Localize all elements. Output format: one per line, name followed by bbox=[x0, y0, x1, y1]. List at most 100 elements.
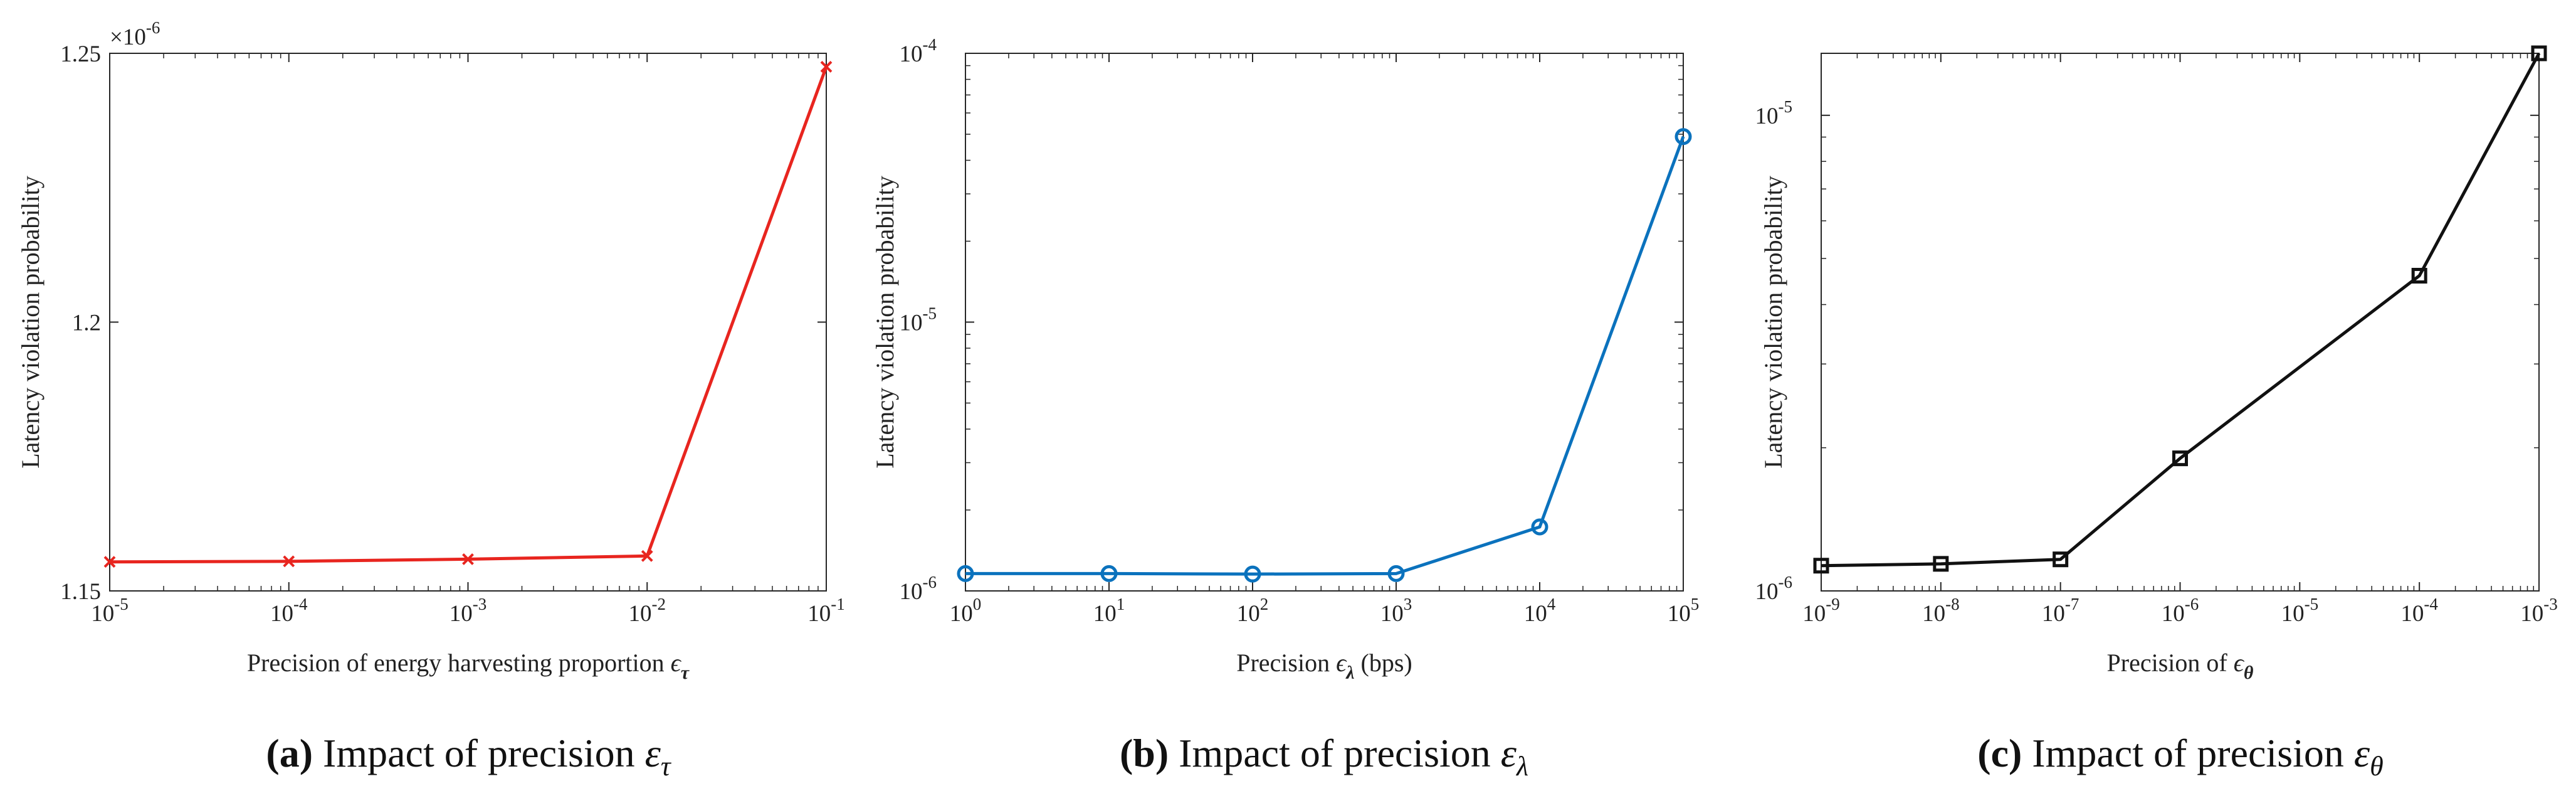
x-axis-label: Precision of ϵθ bbox=[2107, 649, 2254, 683]
x-tick-base: 10 bbox=[270, 601, 293, 627]
y-tick-base: 1.25 bbox=[60, 41, 101, 67]
x-axis-label-text: Precision of bbox=[2107, 649, 2234, 677]
y-tick-label: 10-4 bbox=[900, 35, 937, 67]
marker-stroke bbox=[103, 556, 116, 568]
x-tick-base: 10 bbox=[449, 601, 473, 627]
caption-symbol: ε bbox=[645, 731, 661, 775]
panel-caption: (a) Impact of precision ετ bbox=[266, 731, 671, 782]
y-tick-exp: -5 bbox=[1779, 97, 1793, 116]
x-axis-label-sub: τ bbox=[681, 662, 690, 683]
x-tick-base: 10 bbox=[1093, 601, 1117, 627]
x-tick-exp: 0 bbox=[973, 595, 982, 613]
caption-symbol: ε bbox=[1501, 731, 1517, 775]
caption-paren: ( bbox=[1120, 731, 1133, 775]
x-tick-exp: 4 bbox=[1547, 595, 1556, 613]
caption-letter: c bbox=[1991, 731, 2009, 775]
data-point bbox=[820, 61, 833, 73]
data-point bbox=[1674, 128, 1692, 146]
x-tick-base: 10 bbox=[1237, 601, 1260, 627]
x-tick-exp: -1 bbox=[831, 595, 845, 613]
data-point bbox=[957, 565, 974, 582]
data-point bbox=[1244, 565, 1261, 583]
y-tick-exp: -6 bbox=[923, 573, 937, 592]
x-tick-label: 10-3 bbox=[449, 595, 487, 627]
x-tick-base: 10 bbox=[2162, 601, 2185, 627]
y-tick-label: 10-5 bbox=[1755, 97, 1793, 129]
data-point bbox=[641, 550, 653, 562]
panel-caption: (b) Impact of precision ελ bbox=[1120, 731, 1528, 782]
caption-paren: ( bbox=[266, 731, 279, 775]
caption-symbol: ε bbox=[2354, 731, 2370, 775]
caption-sub: θ bbox=[2370, 751, 2384, 782]
y-tick-label: 10-6 bbox=[900, 573, 937, 605]
data-point bbox=[1531, 518, 1548, 536]
series-line bbox=[965, 135, 1685, 576]
x-tick-exp: -8 bbox=[1945, 595, 1960, 613]
x-tick-base: 10 bbox=[2400, 601, 2424, 627]
x-tick-label: 100 bbox=[950, 595, 982, 627]
data-point bbox=[2172, 450, 2188, 467]
x-axis-label-symbol: ϵ bbox=[1336, 649, 1347, 677]
x-tick-label: 103 bbox=[1380, 595, 1412, 627]
y-tick-exp: -6 bbox=[1779, 573, 1793, 592]
plot-frame bbox=[109, 53, 827, 592]
caption-letter: a bbox=[280, 731, 300, 775]
marker-stroke bbox=[820, 61, 833, 73]
x-axis-label: Precision ϵλ (bps) bbox=[1236, 649, 1412, 683]
y-axis-label: Latency violation probability bbox=[871, 176, 899, 469]
x-tick-label: 101 bbox=[1093, 595, 1125, 627]
y-axis-label: Latency violation probability bbox=[1759, 176, 1787, 469]
x-tick-exp: -2 bbox=[652, 595, 666, 613]
y-tick-base: 1.2 bbox=[72, 311, 101, 336]
x-tick-base: 10 bbox=[1380, 601, 1404, 627]
caption-paren: ) bbox=[2009, 731, 2022, 775]
y-tick-exp: -4 bbox=[923, 35, 937, 54]
plot-frame bbox=[965, 53, 1684, 592]
x-tick-base: 10 bbox=[91, 601, 114, 627]
y-tick-base: 10 bbox=[900, 41, 923, 67]
x-tick-exp: -6 bbox=[2185, 595, 2199, 613]
x-tick-base: 10 bbox=[2520, 601, 2543, 627]
x-tick-label: 10-3 bbox=[2520, 595, 2558, 627]
x-tick-label: 10-5 bbox=[91, 595, 129, 627]
series-line bbox=[109, 66, 828, 564]
marker-stroke bbox=[462, 553, 474, 565]
x-tick-base: 10 bbox=[2281, 601, 2305, 627]
caption-paren: ) bbox=[300, 731, 313, 775]
y-tick-label: 1.2 bbox=[72, 311, 101, 336]
x-tick-base: 10 bbox=[1668, 601, 1691, 627]
caption-text: Impact of precision bbox=[313, 731, 645, 775]
y-axis-label: Latency violation probability bbox=[16, 176, 45, 469]
x-tick-base: 10 bbox=[2042, 601, 2065, 627]
y-tick-label: 10-5 bbox=[900, 304, 937, 336]
y-tick-base: 10 bbox=[1755, 104, 1779, 129]
y-tick-label: 1.15 bbox=[60, 579, 101, 605]
data-point bbox=[1813, 558, 1829, 574]
y-tick-base: 10 bbox=[900, 579, 923, 605]
x-axis-label-sub: λ bbox=[1345, 662, 1354, 683]
y-multiplier-base: ×10 bbox=[110, 24, 146, 50]
x-tick-exp: -4 bbox=[293, 595, 308, 613]
data-point bbox=[2531, 45, 2547, 61]
x-tick-base: 10 bbox=[950, 601, 973, 627]
y-tick-label: 1.25 bbox=[60, 41, 101, 67]
x-axis-label-text: Precision bbox=[1236, 649, 1336, 677]
data-point bbox=[1387, 565, 1405, 582]
x-axis-label-symbol: ϵ bbox=[671, 649, 682, 677]
x-tick-exp: -7 bbox=[2065, 595, 2079, 613]
x-tick-base: 10 bbox=[629, 601, 652, 627]
plot-frame bbox=[1821, 53, 2540, 592]
x-tick-label: 10-9 bbox=[1802, 595, 1840, 627]
x-tick-exp: 5 bbox=[1691, 595, 1700, 613]
x-tick-label: 104 bbox=[1524, 595, 1556, 627]
data-point bbox=[2053, 551, 2069, 568]
caption-text: Impact of precision bbox=[2022, 731, 2354, 775]
x-tick-label: 10-8 bbox=[1922, 595, 1960, 627]
x-tick-exp: 1 bbox=[1117, 595, 1125, 613]
data-point bbox=[103, 556, 116, 568]
chart-panel-c: 10-9 10-8 10-7 10-6 10-5 10-4 10-310-610-5Late… bbox=[1755, 45, 2558, 782]
x-axis-label-symbol: ϵ bbox=[2234, 649, 2245, 677]
caption-text: Impact of precision bbox=[1169, 731, 1501, 775]
